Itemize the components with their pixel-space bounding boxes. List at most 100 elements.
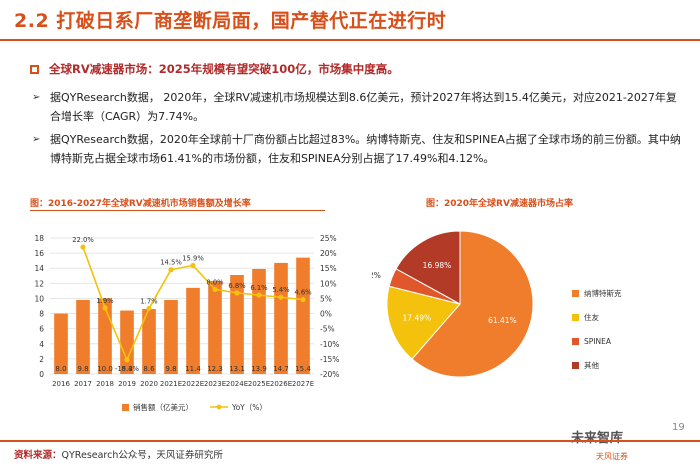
- yoy-value-label: 5.4%: [272, 286, 290, 294]
- x-tick-label: 2026E: [270, 380, 292, 388]
- yoy-value-label: 1.9%: [96, 297, 114, 305]
- right-tick-label: 10%: [320, 279, 337, 288]
- pie-value-label: 4.12%: [372, 271, 381, 280]
- yoy-value-label: 8.0%: [206, 278, 224, 286]
- legend-line-marker: [216, 404, 222, 410]
- x-tick-label: 2023E: [204, 380, 226, 388]
- right-tick-label: 5%: [320, 294, 332, 303]
- yoy-point: [256, 292, 262, 298]
- bar: [164, 299, 178, 374]
- right-tick-label: -20%: [320, 370, 339, 379]
- pie-chart-title: 图：2020年全球RV减速器市场占率: [426, 199, 573, 209]
- yoy-point: [234, 290, 240, 296]
- bar-value-label: 15.4: [295, 365, 311, 373]
- right-tick-label: -5%: [320, 325, 335, 334]
- left-tick-label: 0: [39, 370, 44, 379]
- legend-swatch: [572, 362, 579, 369]
- footer-source: 资料来源：QYResearch公众号，天风证券研究所: [14, 447, 223, 461]
- x-tick-label: 2025E: [248, 380, 270, 388]
- bar: [76, 299, 90, 374]
- legend-bar-label: 销售额（亿美元）: [133, 402, 193, 412]
- legend-label: SPINEA: [584, 337, 612, 346]
- yoy-value-label: 6.1%: [250, 284, 268, 292]
- yoy-point: [168, 267, 174, 273]
- arrow-bullet-icon: ➢: [32, 134, 41, 145]
- yoy-point: [278, 294, 284, 300]
- yoy-value-label: 4.6%: [294, 289, 312, 297]
- square-bullet-icon: [30, 64, 39, 74]
- title-divider: [0, 39, 700, 41]
- paragraph-market-size: ➢ 据QYResearch数据， 2020年，全球RV减速机市场规模达到8.6亿…: [32, 88, 682, 126]
- right-tick-label: 20%: [320, 249, 337, 258]
- chart-title-divider: [30, 210, 325, 211]
- bar: [142, 309, 156, 374]
- right-tick-label: -10%: [320, 340, 339, 349]
- x-tick-label: 2024E: [226, 380, 248, 388]
- legend-swatch: [572, 290, 579, 297]
- legend-line-label: YoY（%）: [231, 403, 267, 412]
- bar-value-label: 12.3: [207, 365, 223, 373]
- left-tick-label: 10: [34, 294, 44, 303]
- watermark-brand: 未来智库: [571, 431, 624, 446]
- yoy-point: [80, 244, 86, 250]
- left-tick-label: 12: [34, 279, 44, 288]
- left-tick-label: 8: [39, 310, 44, 319]
- yoy-value-label: 6.8%: [228, 282, 246, 290]
- bar-value-label: 13.9: [251, 365, 267, 373]
- yoy-value-label: 1.7%: [140, 297, 158, 305]
- pie-value-label: 16.98%: [423, 261, 452, 270]
- arrow-bullet-icon: ➢: [32, 92, 41, 103]
- legend-label: 其他: [584, 360, 599, 370]
- title-bar: 2.2 打破日系厂商垄断局面，国产替代正在进行时: [0, 0, 700, 36]
- yoy-value-label: 14.5%: [160, 259, 182, 267]
- bar-chart-title: 图：2016-2027年全球RV减速机市场销售额及增长率: [30, 199, 251, 209]
- pie-slice: [386, 285, 461, 360]
- legend-swatch: [572, 314, 579, 321]
- yoy-value-label: 22.0%: [72, 236, 94, 244]
- legend-label: 住友: [584, 312, 599, 322]
- x-tick-label: 2021E: [160, 380, 182, 388]
- bar-value-label: 8.0: [55, 365, 66, 373]
- left-tick-label: 4: [39, 340, 44, 349]
- bar-value-label: 13.1: [229, 365, 245, 373]
- bar: [296, 257, 310, 374]
- left-tick-label: 14: [34, 264, 44, 273]
- left-tick-label: 16: [34, 249, 44, 258]
- bar-value-label: 8.6: [143, 365, 155, 373]
- bar: [274, 262, 288, 374]
- page-number: 19: [672, 422, 685, 433]
- section-heading: 全球RV减速器市场：2025年规模有望突破100亿，市场集中度高。: [30, 60, 399, 78]
- bar-value-label: 11.4: [185, 365, 201, 373]
- bar: [54, 313, 68, 374]
- yoy-value-label: 15.9%: [182, 255, 204, 263]
- x-tick-label: 2016: [52, 380, 70, 388]
- left-tick-label: 2: [39, 355, 44, 364]
- x-tick-label: 2019: [118, 380, 136, 388]
- bar: [208, 281, 222, 374]
- x-tick-label: 2018: [96, 380, 114, 388]
- right-tick-label: 25%: [320, 234, 337, 243]
- x-tick-label: 2022E: [182, 380, 204, 388]
- yoy-point: [146, 305, 152, 312]
- footer-source-text: QYResearch公众号，天风证券研究所: [61, 450, 223, 461]
- watermark-sub: 天风证券: [596, 452, 628, 461]
- x-tick-label: 2020: [140, 380, 158, 388]
- legend-bar-swatch: [122, 404, 129, 411]
- right-tick-label: 0%: [320, 310, 332, 319]
- pie-slice: [411, 230, 534, 378]
- bar-value-label: 14.7: [273, 365, 289, 373]
- x-tick-label: 2027E: [292, 380, 314, 388]
- paragraph-text: 据QYResearch数据，2020年全球前十厂商份额占比超过83%。纳博特斯克…: [50, 133, 681, 165]
- legend-label: 纳博特斯克: [584, 288, 622, 298]
- bar-value-label: 9.8: [165, 365, 176, 373]
- pie-value-label: 61.41%: [488, 316, 517, 325]
- bar-value-label: 10.0: [97, 365, 113, 373]
- yoy-point: [212, 286, 218, 292]
- page-title: 2.2 打破日系厂商垄断局面，国产替代正在进行时: [14, 10, 447, 32]
- left-tick-label: 18: [34, 234, 44, 243]
- right-tick-label: 15%: [320, 264, 337, 273]
- footer-divider: [0, 440, 700, 442]
- right-tick-label: -15%: [320, 355, 339, 364]
- yoy-point: [124, 357, 130, 363]
